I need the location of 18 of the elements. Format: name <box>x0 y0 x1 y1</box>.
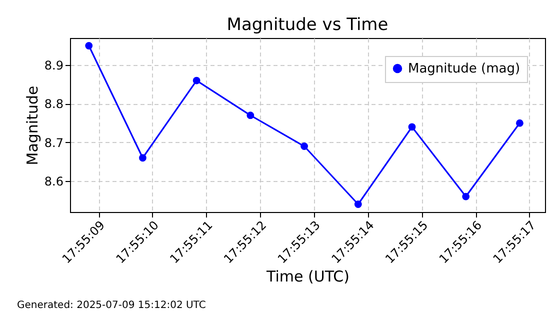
point <box>408 123 416 131</box>
y-axis-title: Magnitude <box>23 86 42 166</box>
y-tick-label: 8.6 <box>44 174 64 189</box>
point <box>192 76 200 84</box>
y-tick-label: 8.9 <box>44 58 64 73</box>
point <box>246 112 254 120</box>
point <box>462 192 470 200</box>
x-axis-title: Time (UTC) <box>266 267 350 286</box>
point <box>138 154 146 162</box>
chart-title: Magnitude vs Time <box>226 15 388 35</box>
text: Generated: 2025-07-09 15:12:02 UTC <box>17 300 206 311</box>
y-tick-label: 8.7 <box>44 136 64 150</box>
point <box>300 142 308 150</box>
legend-label: Magnitude (mag) <box>408 62 520 76</box>
point <box>85 42 93 50</box>
point <box>516 119 524 127</box>
y-tick-label: 8.8 <box>44 97 64 112</box>
point <box>354 200 362 208</box>
